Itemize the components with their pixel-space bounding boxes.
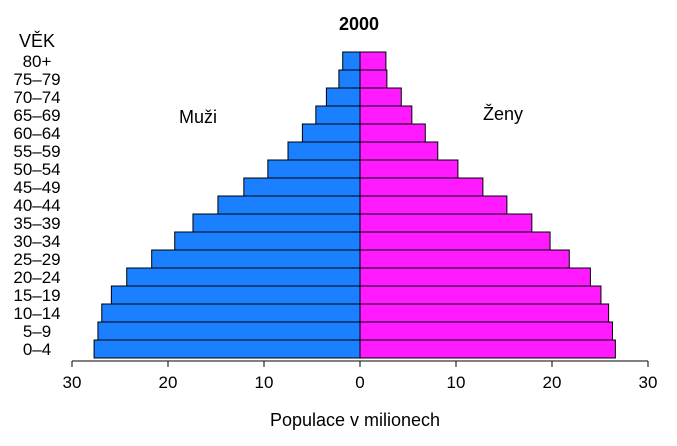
bar-male-10 — [267, 159, 361, 179]
bar-male-5 — [151, 249, 361, 269]
x-axis-ticks: 30 20 10 0 10 20 30 — [63, 361, 658, 392]
age-group-label: 45–49 — [13, 178, 60, 197]
age-group-label: 55–59 — [13, 142, 60, 161]
series-label-female: Ženy — [483, 104, 523, 124]
age-group-label: 20–24 — [13, 268, 60, 287]
bar-male-11 — [287, 141, 361, 161]
bar-female-7 — [359, 213, 533, 233]
x-axis-label: Populace v milionech — [270, 410, 440, 430]
bar-male-6 — [174, 231, 361, 251]
x-tick-label: 10 — [447, 373, 466, 392]
age-group-label: 5–9 — [23, 322, 51, 341]
bar-male-15 — [338, 69, 361, 89]
bar-male-14 — [325, 87, 361, 107]
age-axis-label: VĚK — [19, 31, 55, 51]
male-bars — [93, 51, 361, 359]
bar-female-12 — [359, 123, 426, 143]
x-tick-label: 20 — [159, 373, 178, 392]
x-tick-label: 20 — [543, 373, 562, 392]
bar-male-8 — [217, 195, 361, 215]
bar-male-9 — [243, 177, 361, 197]
bar-male-7 — [192, 213, 361, 233]
bar-male-16 — [342, 51, 361, 71]
bar-female-10 — [359, 159, 459, 179]
age-group-label: 75–79 — [13, 70, 60, 89]
bar-female-6 — [359, 231, 551, 251]
bar-female-16 — [359, 51, 387, 71]
bar-female-13 — [359, 105, 413, 125]
x-tick-label: 10 — [255, 373, 274, 392]
age-group-label: 60–64 — [13, 124, 60, 143]
age-group-label: 70–74 — [13, 88, 60, 107]
age-group-labels: 0–45–910–1415–1920–2425–2930–3435–3940–4… — [13, 52, 60, 359]
x-tick-label: 30 — [63, 373, 82, 392]
age-group-label: 0–4 — [23, 340, 51, 359]
bar-male-13 — [315, 105, 361, 125]
bar-female-0 — [359, 339, 616, 359]
bar-female-3 — [359, 285, 602, 305]
age-group-label: 25–29 — [13, 250, 60, 269]
age-group-label: 35–39 — [13, 214, 60, 233]
female-bars — [359, 51, 616, 359]
bar-male-0 — [93, 339, 361, 359]
bar-female-15 — [359, 69, 388, 89]
age-group-label: 30–34 — [13, 232, 60, 251]
bar-female-1 — [359, 321, 613, 341]
age-group-label: 50–54 — [13, 160, 60, 179]
x-tick-label: 0 — [355, 373, 364, 392]
age-group-label: 65–69 — [13, 106, 60, 125]
series-label-male: Muži — [179, 107, 217, 127]
bar-female-11 — [359, 141, 439, 161]
bar-male-1 — [97, 321, 361, 341]
bar-female-9 — [359, 177, 484, 197]
bar-female-2 — [359, 303, 610, 323]
chart-title: 2000 — [339, 14, 379, 34]
x-tick-label: 30 — [639, 373, 658, 392]
age-group-label: 80+ — [23, 52, 52, 71]
bar-female-4 — [359, 267, 591, 287]
age-group-label: 10–14 — [13, 304, 60, 323]
age-group-label: 15–19 — [13, 286, 60, 305]
bar-male-3 — [110, 285, 361, 305]
bar-male-4 — [126, 267, 361, 287]
bar-female-8 — [359, 195, 508, 215]
bar-female-14 — [359, 87, 402, 107]
bar-male-2 — [101, 303, 361, 323]
bar-male-12 — [301, 123, 361, 143]
age-group-label: 40–44 — [13, 196, 60, 215]
bar-female-5 — [359, 249, 570, 269]
